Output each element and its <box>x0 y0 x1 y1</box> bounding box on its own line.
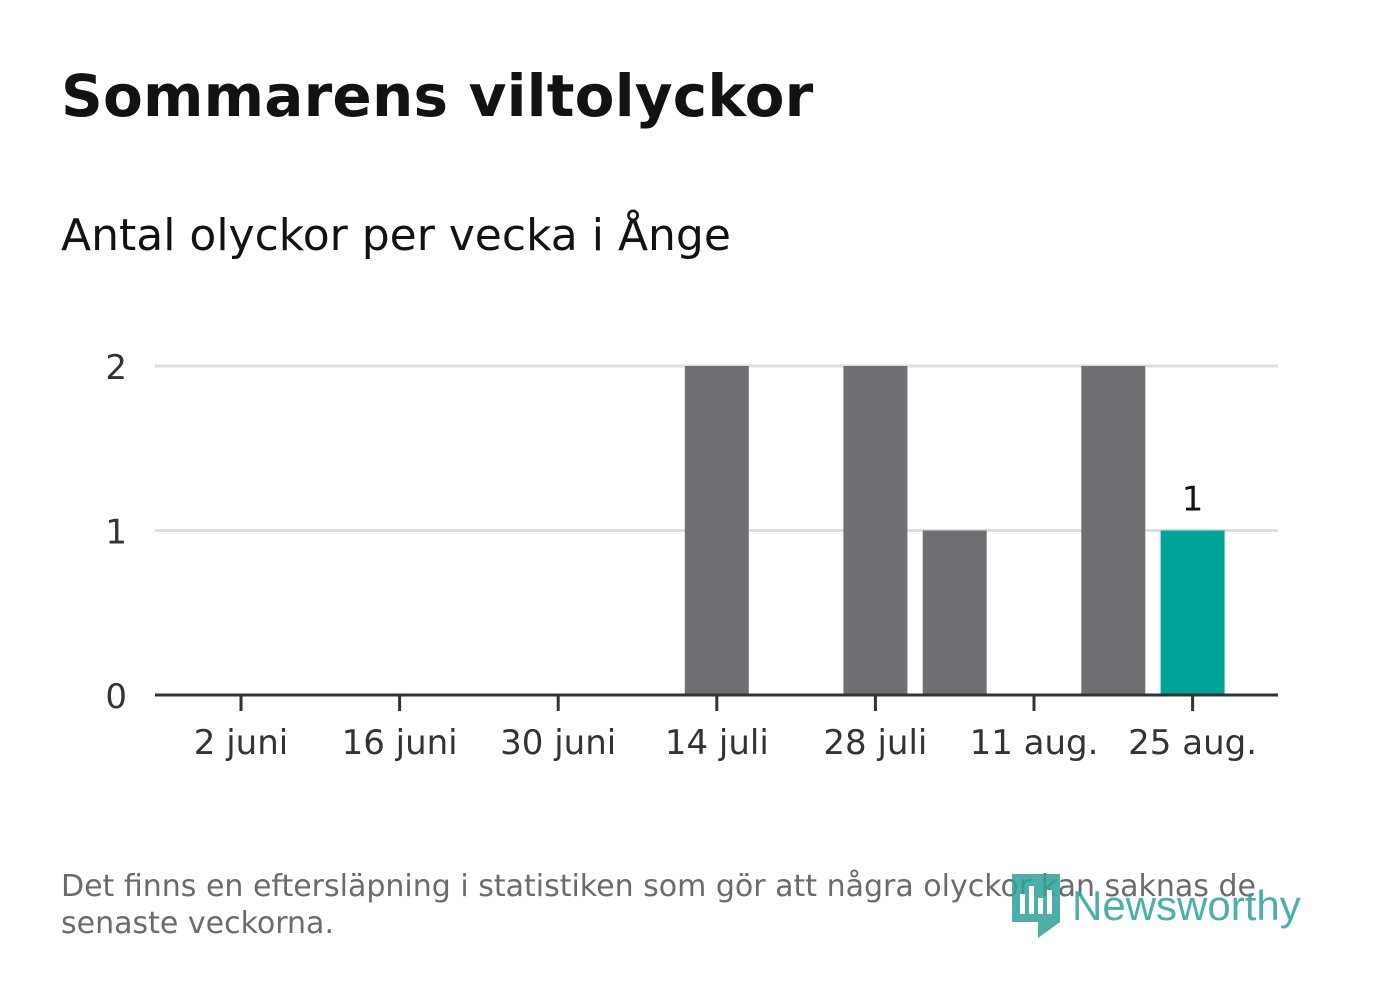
data-label: 1 <box>1182 480 1204 520</box>
chart-subtitle: Antal olyckor per vecka i Ånge <box>61 210 731 261</box>
bar <box>843 366 908 695</box>
y-tick-label: 1 <box>105 513 127 553</box>
x-tick-label: 11 aug. <box>970 723 1099 763</box>
x-tick-label: 30 juni <box>500 723 616 763</box>
y-tick-label: 0 <box>105 677 127 717</box>
newsworthy-logo-icon <box>1012 874 1060 938</box>
bar <box>684 366 749 695</box>
x-tick-label: 28 juli <box>823 723 927 763</box>
bar-chart: 0 1 2 1 2 juni 16 juni 30 juni 14 juli 28 juli 11… <box>105 348 1278 763</box>
bar <box>1160 530 1225 695</box>
newsworthy-logo: Newsworthy <box>1010 872 1301 940</box>
bar <box>1081 366 1146 695</box>
chart-title: Sommarens viltolyckor <box>61 62 814 130</box>
newsworthy-logo-text: Newsworthy <box>1072 882 1301 929</box>
x-tick-label: 16 juni <box>342 723 458 763</box>
x-tick-label: 2 juni <box>194 723 288 763</box>
x-tick-label: 14 juli <box>665 723 769 763</box>
x-tick-label: 25 aug. <box>1128 723 1257 763</box>
bar <box>922 530 987 695</box>
y-tick-label: 2 <box>105 348 127 388</box>
